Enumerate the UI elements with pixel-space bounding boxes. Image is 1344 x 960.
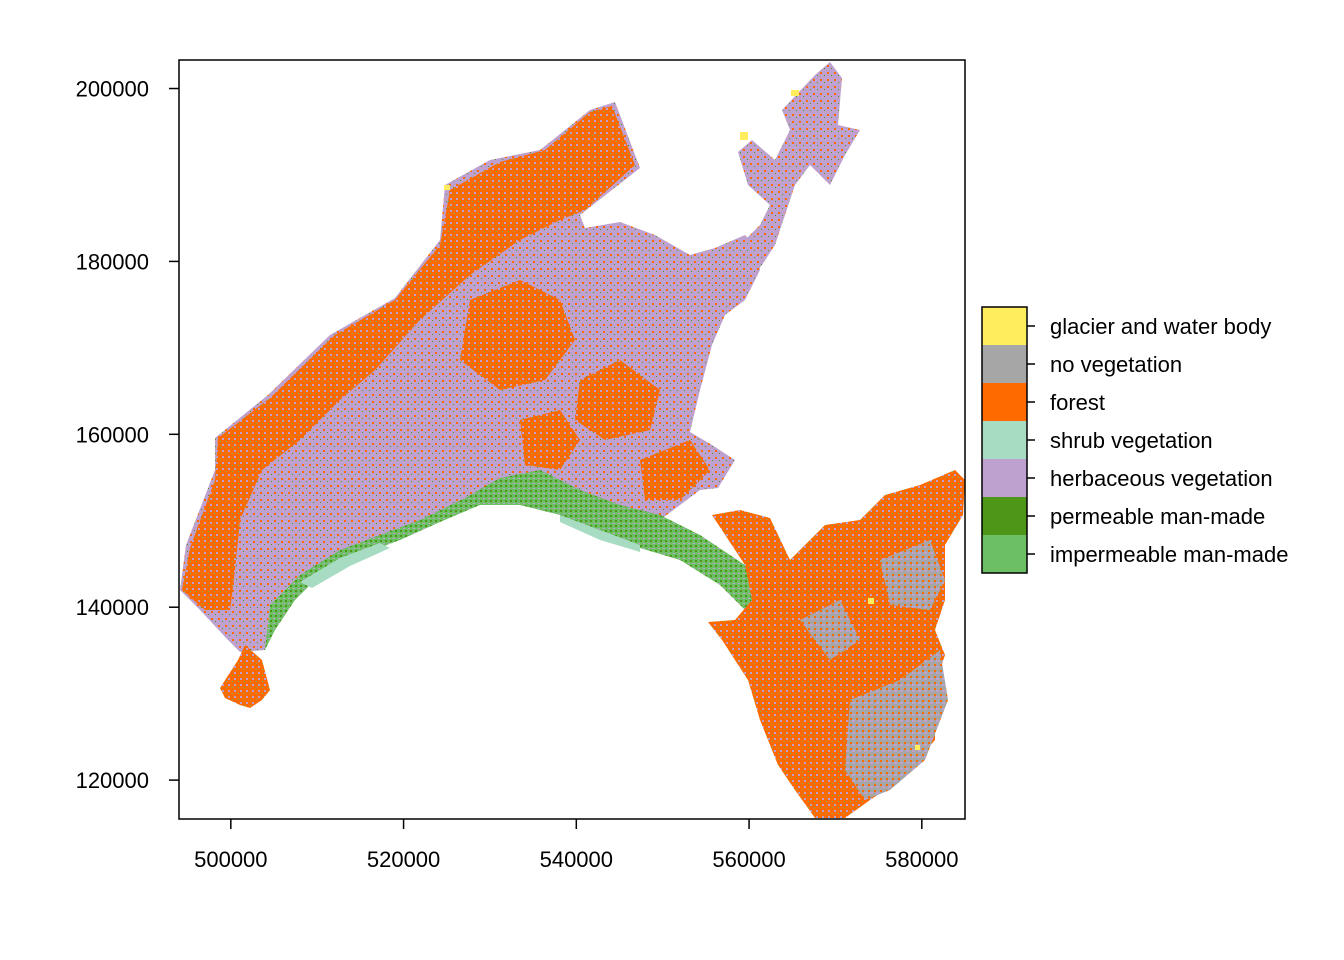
legend-swatch [982,345,1027,383]
y-tick-label: 160000 [76,422,149,447]
y-axis: 120000 140000 160000 180000 200000 [76,77,179,793]
legend: glacier and water body no vegetation fores… [981,306,1288,574]
y-tick-label: 120000 [76,768,149,793]
y-tick-label: 180000 [76,249,149,274]
legend-swatch [982,459,1027,497]
legend-swatch [982,497,1027,535]
x-tick-label: 500000 [194,847,267,872]
legend-label: impermeable man-made [1050,542,1288,567]
plot-frame [178,59,966,820]
legend-label: shrub vegetation [1050,428,1213,453]
x-tick-label: 540000 [540,847,613,872]
x-tick-label: 520000 [367,847,440,872]
legend-swatch [982,307,1027,345]
legend-swatch [982,535,1027,573]
exclave [220,645,270,708]
alpine-rock [800,540,948,800]
land-cover-raster [180,62,965,818]
legend-label: glacier and water body [1050,314,1271,339]
lakeshore-urban [265,470,760,650]
jura-forest [182,106,635,610]
legend-swatch [982,383,1027,421]
ne-branch [705,62,860,285]
legend-label: no vegetation [1050,352,1182,377]
y-tick-label: 140000 [76,595,149,620]
legend-label: forest [1050,390,1105,415]
legend-frame [981,306,1028,574]
plateau-forest-patches [460,280,710,500]
legend-swatch [982,421,1027,459]
x-tick-label: 580000 [885,847,958,872]
y-tick-label: 200000 [76,77,149,102]
legend-label: permeable man-made [1050,504,1265,529]
x-tick-label: 560000 [712,847,785,872]
legend-label: herbaceous vegetation [1050,466,1273,491]
x-axis: 500000 520000 540000 560000 580000 [194,819,959,872]
